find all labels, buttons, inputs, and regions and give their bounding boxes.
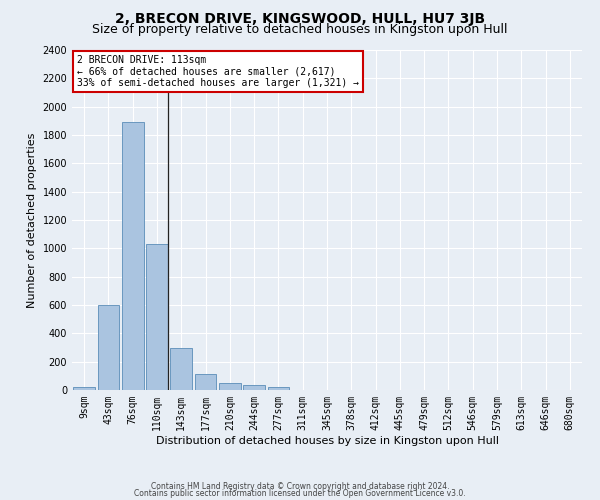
Bar <box>219 383 241 390</box>
Bar <box>243 385 265 390</box>
Bar <box>122 122 143 390</box>
Text: Contains public sector information licensed under the Open Government Licence v3: Contains public sector information licen… <box>134 488 466 498</box>
Y-axis label: Number of detached properties: Number of detached properties <box>27 132 37 308</box>
Bar <box>268 387 289 390</box>
Bar <box>146 244 168 390</box>
X-axis label: Distribution of detached houses by size in Kingston upon Hull: Distribution of detached houses by size … <box>155 436 499 446</box>
Bar <box>170 348 192 390</box>
Text: 2 BRECON DRIVE: 113sqm
← 66% of detached houses are smaller (2,617)
33% of semi-: 2 BRECON DRIVE: 113sqm ← 66% of detached… <box>77 55 359 88</box>
Bar <box>194 374 217 390</box>
Text: Size of property relative to detached houses in Kingston upon Hull: Size of property relative to detached ho… <box>92 22 508 36</box>
Bar <box>73 387 95 390</box>
Text: 2, BRECON DRIVE, KINGSWOOD, HULL, HU7 3JB: 2, BRECON DRIVE, KINGSWOOD, HULL, HU7 3J… <box>115 12 485 26</box>
Bar <box>97 305 119 390</box>
Text: Contains HM Land Registry data © Crown copyright and database right 2024.: Contains HM Land Registry data © Crown c… <box>151 482 449 491</box>
